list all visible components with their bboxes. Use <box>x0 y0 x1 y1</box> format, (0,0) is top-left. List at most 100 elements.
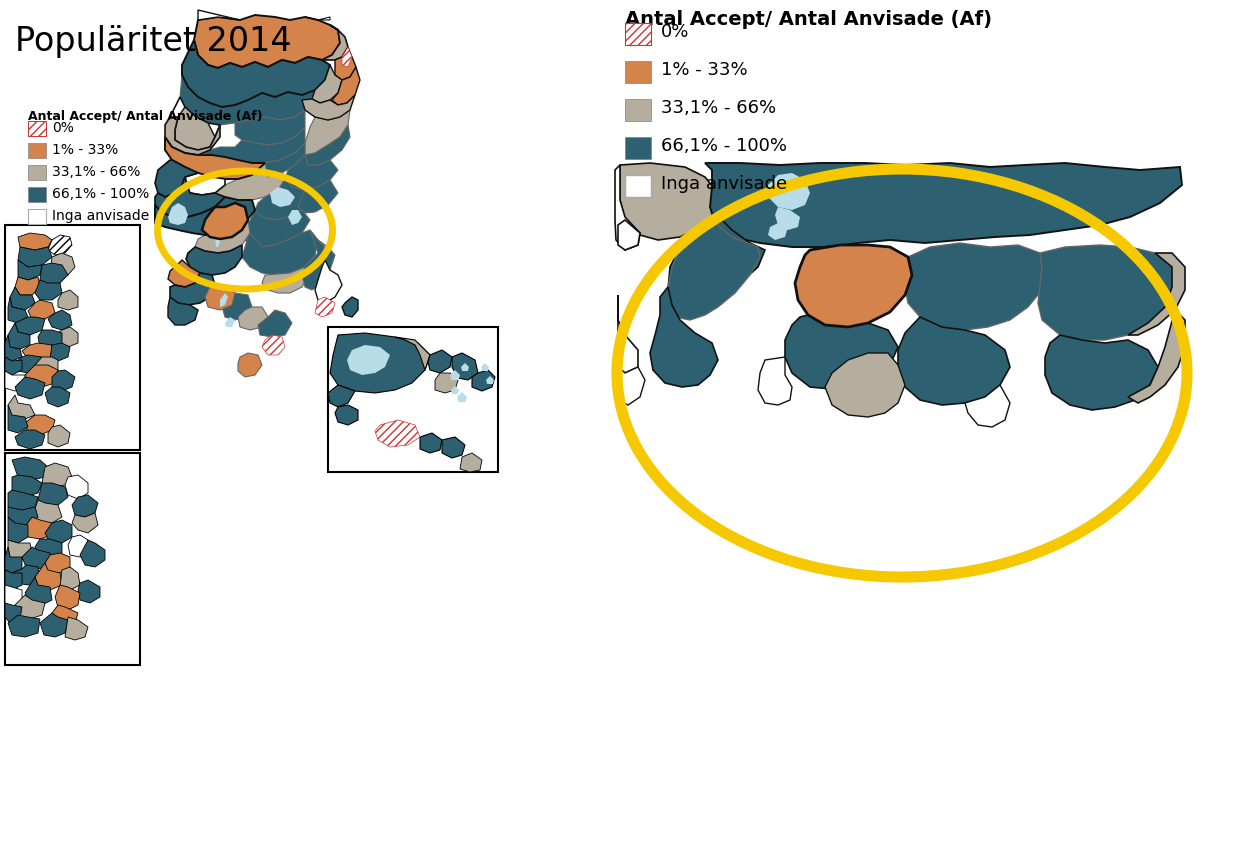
Polygon shape <box>25 365 58 387</box>
Polygon shape <box>168 260 200 287</box>
Text: Antal Accept/ Antal Anvisade (Af): Antal Accept/ Antal Anvisade (Af) <box>625 10 992 29</box>
Polygon shape <box>68 535 90 557</box>
Polygon shape <box>315 297 335 317</box>
Text: 66,1% - 100%: 66,1% - 100% <box>52 187 149 201</box>
Polygon shape <box>10 287 35 310</box>
Polygon shape <box>182 173 225 195</box>
Polygon shape <box>44 553 70 573</box>
Polygon shape <box>175 107 215 150</box>
Polygon shape <box>225 317 235 327</box>
Polygon shape <box>5 371 25 391</box>
Polygon shape <box>38 483 68 507</box>
Polygon shape <box>650 287 718 387</box>
Polygon shape <box>72 495 98 517</box>
Polygon shape <box>5 570 22 590</box>
Bar <box>28 143 46 158</box>
Polygon shape <box>429 350 452 373</box>
Polygon shape <box>195 220 249 253</box>
Polygon shape <box>375 420 420 447</box>
Polygon shape <box>58 290 78 310</box>
Polygon shape <box>342 47 352 67</box>
Polygon shape <box>1037 245 1174 340</box>
Polygon shape <box>56 327 78 347</box>
Bar <box>28 165 46 180</box>
Polygon shape <box>768 173 810 210</box>
Bar <box>5 225 140 450</box>
Text: Antal Accept/ Antal Anvisade (Af): Antal Accept/ Antal Anvisade (Af) <box>28 110 263 123</box>
Polygon shape <box>785 315 898 389</box>
Polygon shape <box>238 353 262 377</box>
Polygon shape <box>335 405 358 425</box>
Polygon shape <box>156 177 225 217</box>
Polygon shape <box>7 540 32 560</box>
Polygon shape <box>347 345 390 375</box>
Polygon shape <box>65 475 88 499</box>
Polygon shape <box>262 267 308 293</box>
Polygon shape <box>22 343 52 360</box>
Polygon shape <box>312 65 342 103</box>
Text: 0%: 0% <box>661 23 689 41</box>
Bar <box>625 61 651 83</box>
Text: Inga anvisade: Inga anvisade <box>661 175 787 193</box>
Polygon shape <box>38 330 62 348</box>
Polygon shape <box>795 245 911 327</box>
Text: Populäritet 2014: Populäritet 2014 <box>15 25 291 58</box>
Text: 66,1% - 100%: 66,1% - 100% <box>661 137 787 155</box>
Polygon shape <box>487 376 494 384</box>
Polygon shape <box>7 490 38 511</box>
Polygon shape <box>170 97 220 140</box>
Polygon shape <box>965 385 1010 427</box>
Polygon shape <box>235 110 305 145</box>
Bar <box>615 157 1179 587</box>
Polygon shape <box>7 507 38 525</box>
Polygon shape <box>220 293 228 307</box>
Bar <box>5 453 140 665</box>
Polygon shape <box>12 457 48 480</box>
Polygon shape <box>168 297 198 325</box>
Polygon shape <box>7 517 28 543</box>
Polygon shape <box>168 203 188 225</box>
Polygon shape <box>200 127 305 163</box>
Bar <box>28 121 46 136</box>
Polygon shape <box>668 213 764 310</box>
Bar <box>28 187 46 202</box>
Polygon shape <box>395 337 430 370</box>
Bar <box>329 327 498 472</box>
Polygon shape <box>305 110 350 155</box>
Polygon shape <box>480 363 489 371</box>
Polygon shape <box>768 223 788 240</box>
Polygon shape <box>15 377 44 399</box>
Polygon shape <box>5 585 22 607</box>
Polygon shape <box>5 335 22 361</box>
Polygon shape <box>48 310 72 330</box>
Polygon shape <box>5 547 22 573</box>
Polygon shape <box>7 405 28 433</box>
Polygon shape <box>305 125 350 165</box>
Polygon shape <box>15 430 44 449</box>
Polygon shape <box>1128 310 1186 403</box>
Polygon shape <box>7 297 28 323</box>
Polygon shape <box>80 540 105 567</box>
Polygon shape <box>457 392 467 402</box>
Polygon shape <box>156 160 198 197</box>
Polygon shape <box>215 163 285 200</box>
Polygon shape <box>435 373 458 393</box>
Polygon shape <box>44 387 70 407</box>
Polygon shape <box>165 137 266 179</box>
Polygon shape <box>182 40 330 107</box>
Polygon shape <box>15 595 44 619</box>
Polygon shape <box>170 273 215 305</box>
Polygon shape <box>25 517 52 539</box>
Polygon shape <box>450 370 459 380</box>
Polygon shape <box>285 155 338 190</box>
Polygon shape <box>451 386 459 394</box>
Polygon shape <box>12 475 42 497</box>
Polygon shape <box>205 285 235 310</box>
Polygon shape <box>203 203 248 239</box>
Polygon shape <box>222 293 252 320</box>
Polygon shape <box>705 163 1182 247</box>
Bar <box>625 23 651 45</box>
Polygon shape <box>35 357 58 375</box>
Polygon shape <box>254 143 305 177</box>
Polygon shape <box>472 370 495 391</box>
